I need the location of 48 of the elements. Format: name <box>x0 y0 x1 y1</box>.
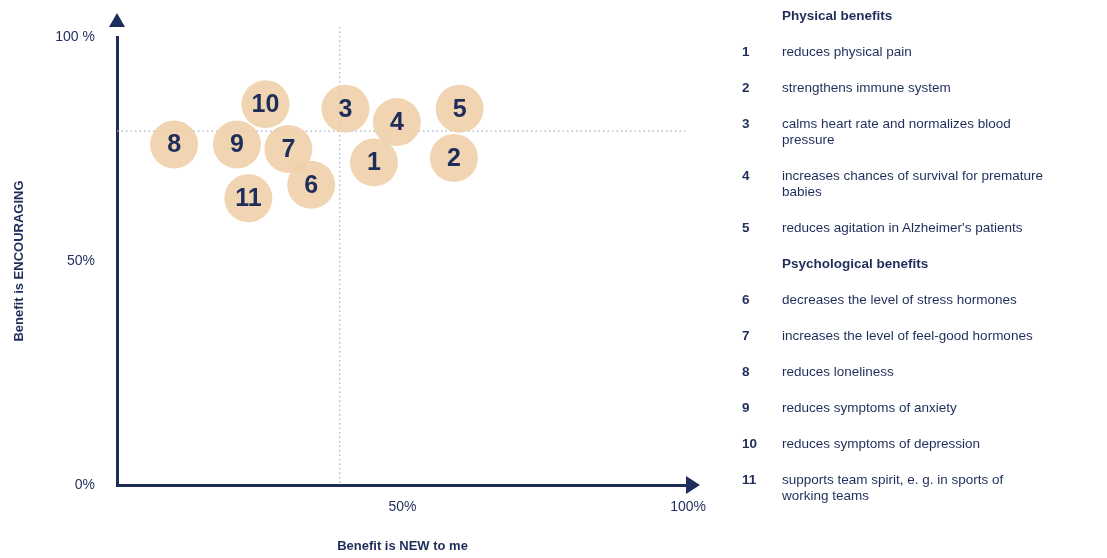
text: 1 <box>742 44 750 59</box>
text: supports team spirit, e. g. in sports of working teams <box>782 472 1005 504</box>
annotation: 3 <box>338 93 353 122</box>
text: 2 <box>742 80 750 95</box>
y-tick-label: 0% <box>74 475 95 492</box>
text: 10 <box>742 436 758 451</box>
text: decreases the level of stress hormones <box>782 292 1018 308</box>
y-tick-label: 100 % <box>55 27 95 44</box>
text: increases chances of survival for premature babies <box>782 168 1045 200</box>
annotation: 5 <box>452 93 467 122</box>
point <box>349 138 398 187</box>
text: 6 <box>742 292 750 307</box>
annotation: 2 <box>446 142 461 171</box>
point <box>264 125 313 173</box>
point <box>212 120 261 169</box>
annotation: 7 <box>281 133 296 162</box>
text: 9 <box>742 400 750 415</box>
text: increases the level of feel-good hormones <box>782 328 1034 344</box>
text: reduces symptoms of anxiety <box>782 400 958 416</box>
x-axis-title: Benefit is NEW to me <box>337 537 468 553</box>
x-tick-label: 100% <box>670 498 706 515</box>
text: reduces loneliness <box>782 364 895 380</box>
text: 11 <box>742 472 757 487</box>
point <box>429 133 478 182</box>
text: 7 <box>742 328 750 343</box>
point <box>321 84 370 133</box>
text: calms heart rate and normalizes blood pressure <box>782 116 1012 148</box>
text: 4 <box>742 168 750 183</box>
text: 8 <box>742 364 750 379</box>
y-axis-title: Benefit is ENCOURAGING <box>11 180 27 342</box>
annotation: 9 <box>229 129 244 158</box>
annotation: 11 <box>235 183 262 212</box>
text: 3 <box>742 116 750 131</box>
text: reduces symptoms of depression <box>782 436 982 452</box>
annotation: 10 <box>251 89 280 118</box>
point <box>435 84 484 133</box>
text: strengthens immune system <box>782 80 952 96</box>
annotation: 8 <box>167 129 182 158</box>
text: 5 <box>742 220 750 235</box>
text: Psychological benefits <box>782 256 930 272</box>
y-tick-label: 50% <box>66 251 95 268</box>
annotation: 4 <box>389 107 404 136</box>
annotation: 1 <box>367 147 382 176</box>
point <box>150 120 199 169</box>
text: reduces physical pain <box>782 44 913 60</box>
text: Physical benefits <box>782 8 894 24</box>
text: reduces agitation in Alzheimer's patients <box>782 220 1024 236</box>
annotation: 6 <box>304 169 319 198</box>
